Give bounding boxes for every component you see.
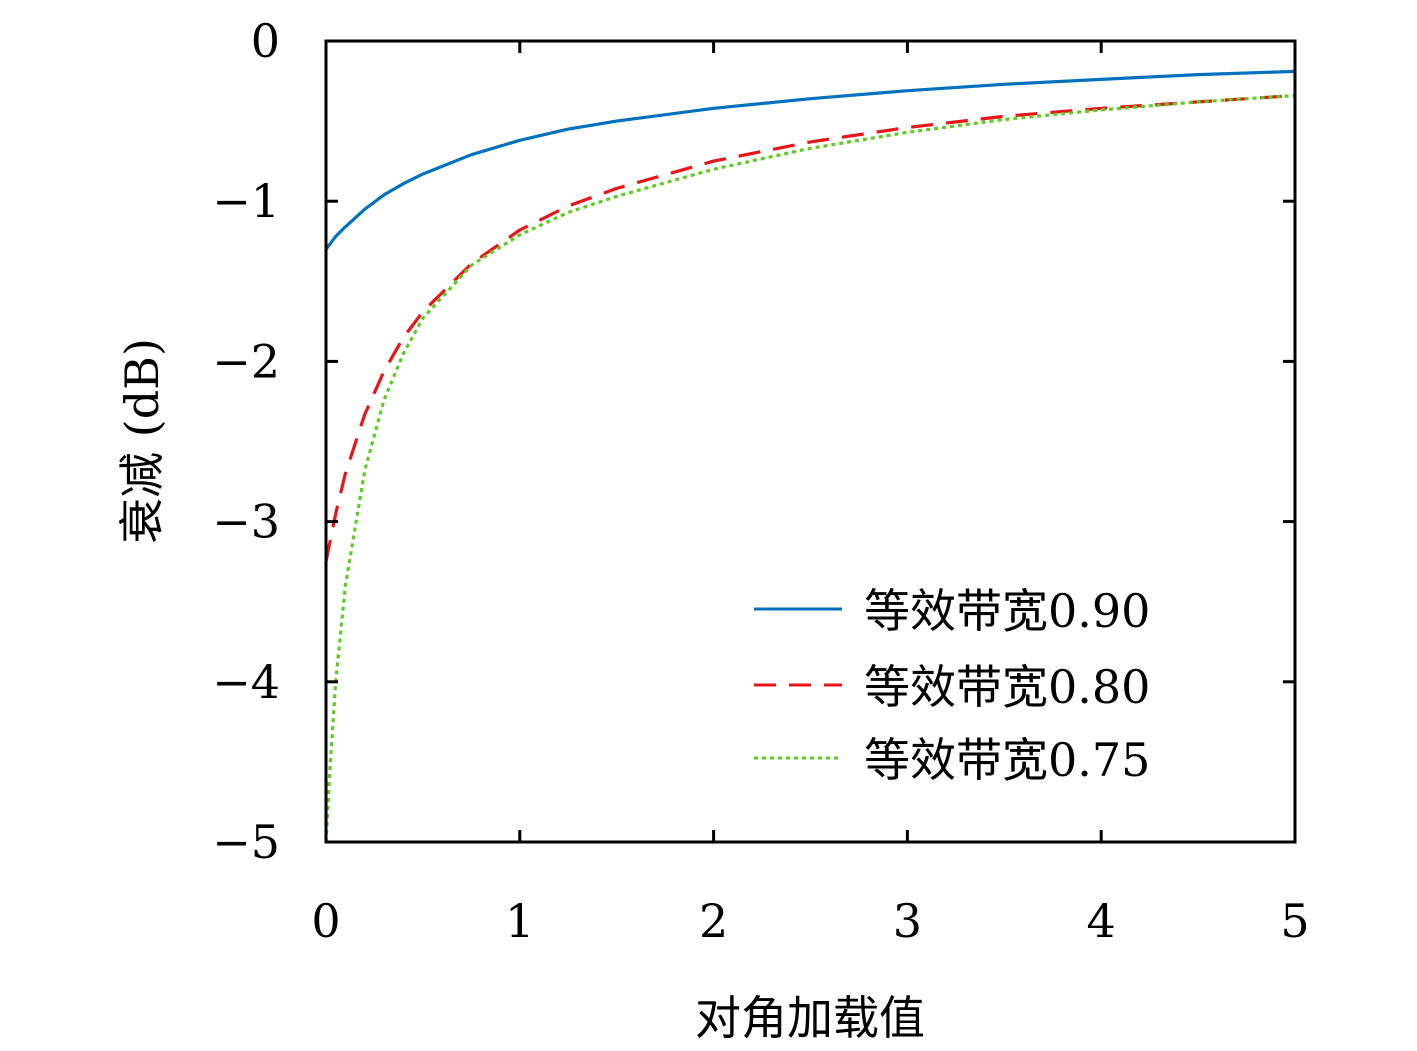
plot-frame — [324, 39, 1297, 844]
x-tick-label-5: 5 — [1280, 894, 1309, 948]
legend-label-1: 等效带宽0.80 — [864, 660, 1150, 714]
y-axis-title: 衰减 (dB) — [115, 338, 169, 544]
y-tick-label-2: −2 — [212, 334, 280, 388]
ticks-layer: 0 1 2 3 4 5 0 −1 −2 −3 −4 −5 — [212, 14, 1309, 948]
series-line-1 — [324, 93, 1296, 562]
y-tick-label-4: −4 — [212, 655, 280, 709]
y-tick-label-3: −3 — [212, 495, 280, 549]
x-tick-label-4: 4 — [1087, 894, 1116, 948]
series-layer — [324, 69, 1296, 843]
series-line-0 — [324, 69, 1296, 251]
series-line-2 — [324, 93, 1296, 843]
y-tick-label-5: −5 — [212, 815, 280, 869]
legend-label-2: 等效带宽0.75 — [864, 733, 1150, 787]
y-tick-label-1: −1 — [212, 174, 280, 228]
x-tick-label-0: 0 — [311, 894, 340, 948]
x-tick-label-3: 3 — [893, 894, 922, 948]
legend-label-0: 等效带宽0.90 — [864, 584, 1150, 638]
y-tick-label-0: 0 — [251, 14, 280, 68]
x-tick-label-1: 1 — [505, 894, 534, 948]
x-axis-title: 对角加载值 — [695, 991, 925, 1045]
legend: 等效带宽0.90 等效带宽0.80 等效带宽0.75 — [754, 584, 1150, 787]
x-tick-label-2: 2 — [699, 894, 728, 948]
